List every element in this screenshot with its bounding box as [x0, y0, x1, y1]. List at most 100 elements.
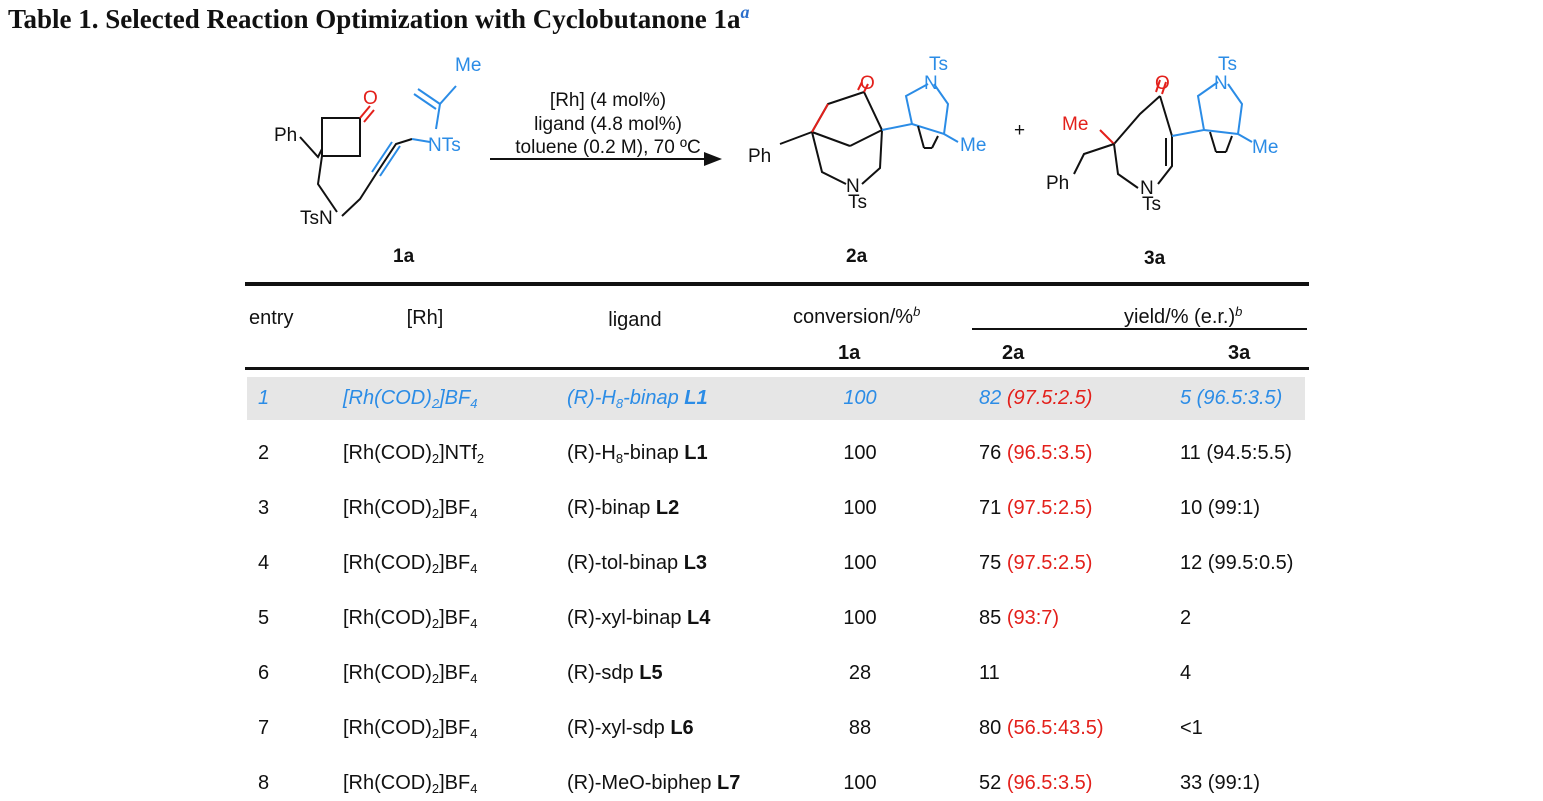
condition-catalyst: [Rh] (4 mol%) [550, 90, 666, 111]
catalyst-sub-end: 4 [470, 506, 478, 521]
catalyst-sub-end: 4 [470, 616, 478, 631]
ligand-code: L7 [717, 772, 741, 794]
catalyst-sub-end: 4 [470, 781, 478, 796]
compound-2a-structure [779, 81, 959, 185]
er-2a-value: (93:7) [1006, 607, 1060, 629]
er-2a-value: (56.5:43.5) [1006, 717, 1104, 739]
cell-entry: 8 [258, 772, 270, 794]
condition-ligand: ligand (4.8 mol%) [534, 114, 682, 135]
cell-ligand: (R)-sdp L5 [567, 661, 663, 685]
subheader-2a: 2a [1002, 342, 1025, 364]
cell-catalyst: [Rh(COD)2]BF4 [343, 606, 477, 636]
cell-yield-3a: <1 [1180, 717, 1203, 739]
header-entry: entry [249, 307, 294, 329]
ligand-code: L4 [687, 607, 711, 629]
cell-entry: 6 [258, 662, 270, 684]
cell-yield-2a: 52 (96.5:3.5) [979, 771, 1092, 795]
me-label-3a-red: Me [1062, 114, 1088, 135]
yield-2a-value: 85 [979, 607, 1007, 629]
compound-1a-structure [299, 85, 457, 217]
cell-conversion: 100 [843, 552, 877, 574]
cell-ligand: (R)-H8-binap L1 [567, 441, 708, 471]
yield-2a-value: 76 [979, 442, 1007, 464]
n-label-2a-top: N [924, 73, 938, 94]
ph-label: Ph [274, 125, 297, 146]
label-1a: 1a [393, 246, 415, 267]
yield-2a-value: 75 [979, 552, 1007, 574]
catalyst-sub: 2 [431, 726, 440, 741]
catalyst-sub-end: 4 [470, 671, 478, 686]
ligand-code: L1 [684, 442, 708, 464]
nts-label: NTs [428, 135, 461, 156]
er-2a-value: (96.5:3.5) [1006, 442, 1093, 464]
me-label: Me [455, 55, 481, 76]
cell-entry: 1 [258, 387, 270, 409]
cell-ligand: (R)-binap L2 [567, 496, 679, 520]
cell-ligand: (R)-xyl-binap L4 [567, 606, 710, 630]
ligand-code: L1 [684, 387, 708, 409]
catalyst-sub-end: 4 [470, 396, 478, 411]
ligand-prefix: (R)-tol-binap [567, 552, 684, 574]
catalyst-text-end: ]BF [439, 772, 471, 794]
catalyst-text-end: ]BF [439, 662, 471, 684]
ts-label-2a: Ts [848, 192, 867, 213]
catalyst-sub-end: 2 [476, 451, 485, 466]
tsn-label: TsN [300, 208, 333, 229]
cell-yield-2a: 75 (97.5:2.5) [979, 551, 1092, 575]
ligand-suffix: -binap [623, 442, 685, 464]
arrow-head [704, 152, 722, 166]
catalyst-text: [Rh(COD) [343, 662, 432, 684]
ph-label-3a: Ph [1046, 173, 1069, 194]
catalyst-text: [Rh(COD) [343, 552, 432, 574]
cell-yield-2a: 80 (56.5:43.5) [979, 716, 1104, 740]
compound-3a-structure [1073, 79, 1253, 189]
cell-conversion: 100 [843, 387, 877, 409]
o-label: O [363, 88, 378, 109]
catalyst-text: [Rh(COD) [343, 772, 432, 794]
cell-ligand: (R)-tol-binap L3 [567, 551, 707, 575]
ligand-sub: 8 [615, 396, 624, 411]
cell-entry: 4 [258, 552, 270, 574]
cell-yield-3a: 33 (99:1) [1180, 772, 1261, 794]
yield-2a-value: 52 [979, 772, 1007, 794]
catalyst-sub: 2 [431, 396, 440, 411]
table-caption: Table 1. Selected Reaction Optimization … [8, 2, 750, 34]
er-2a-value: (97.5:2.5) [1006, 387, 1093, 409]
catalyst-text: [Rh(COD) [343, 442, 432, 464]
n-label-3a-top: N [1214, 73, 1228, 94]
er-2a-value: (96.5:3.5) [1006, 772, 1093, 794]
ligand-sub: 8 [615, 451, 624, 466]
catalyst-text: [Rh(COD) [343, 717, 432, 739]
ligand-prefix: (R)-xyl-sdp [567, 717, 671, 739]
o-label-3a: O [1155, 73, 1170, 94]
catalyst-sub-end: 4 [470, 561, 478, 576]
cell-entry: 2 [258, 442, 270, 464]
ligand-prefix: (R)-xyl-binap [567, 607, 688, 629]
header-bottom-rule [245, 367, 1309, 370]
plus-sign: + [1014, 120, 1025, 141]
header-conversion: conversion/%b [793, 304, 921, 328]
cell-catalyst: [Rh(COD)2]BF4 [343, 496, 477, 526]
cell-conversion: 100 [843, 442, 877, 464]
cell-conversion: 28 [848, 662, 872, 684]
ligand-code: L6 [670, 717, 694, 739]
ligand-prefix: (R)-H [567, 442, 616, 464]
reaction-scheme: Ph O Me NTs TsN 1a [Rh] (4 mol%) ligand … [274, 54, 1278, 269]
cell-yield-3a: 10 (99:1) [1180, 497, 1261, 519]
catalyst-text-end: ]BF [439, 497, 471, 519]
cell-catalyst: [Rh(COD)2]BF4 [343, 661, 477, 691]
cell-conversion: 100 [843, 772, 877, 794]
yield-header-rule [972, 328, 1307, 330]
cell-yield-2a: 11 [979, 661, 1000, 685]
cell-ligand: (R)-H8-binap L1 [567, 386, 708, 416]
catalyst-text-end: ]BF [439, 717, 471, 739]
cell-yield-2a: 71 (97.5:2.5) [979, 496, 1092, 520]
n-label-3a: N [1140, 178, 1154, 199]
label-3a: 3a [1144, 248, 1166, 269]
ligand-prefix: (R)-H [567, 387, 616, 409]
subheader-3a: 3a [1228, 342, 1251, 364]
ligand-prefix: (R)-sdp [567, 662, 640, 684]
cell-conversion: 100 [843, 607, 877, 629]
catalyst-text-end: ]NTf [439, 442, 477, 464]
ts-label-2a-top: Ts [929, 54, 948, 75]
